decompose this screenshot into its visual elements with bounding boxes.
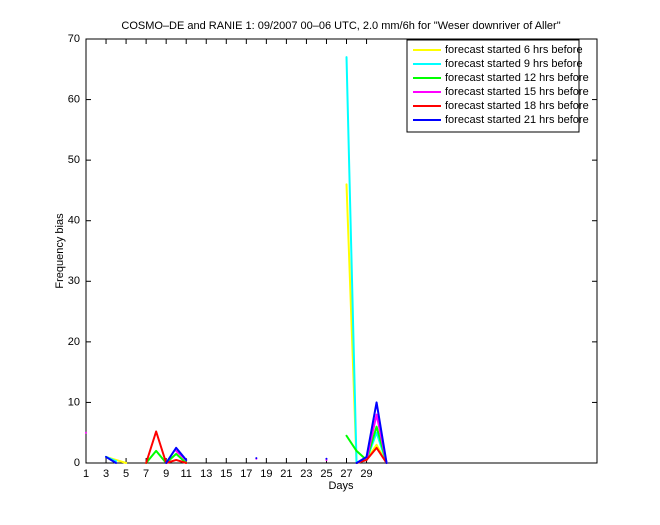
legend-label: forecast started 6 hrs before xyxy=(445,44,583,56)
y-tick-label: 60 xyxy=(68,93,80,105)
x-tick-label: 29 xyxy=(360,468,372,480)
legend-label: forecast started 21 hrs before xyxy=(445,114,589,126)
x-tick-label: 17 xyxy=(240,468,252,480)
y-axis-label: Frequency bias xyxy=(54,213,66,289)
y-tick-label: 20 xyxy=(68,336,80,348)
y-tick-label: 70 xyxy=(68,33,80,45)
legend-label: forecast started 15 hrs before xyxy=(445,86,589,98)
legend-label: forecast started 9 hrs before xyxy=(445,58,583,70)
x-tick-label: 13 xyxy=(200,468,212,480)
x-tick-label: 11 xyxy=(180,468,191,480)
y-tick-label: 50 xyxy=(68,154,80,166)
legend-label: forecast started 18 hrs before xyxy=(445,100,589,112)
x-axis-label: Days xyxy=(328,480,354,492)
x-tick-label: 27 xyxy=(340,468,352,480)
x-tick-label: 19 xyxy=(260,468,272,480)
x-tick-label: 5 xyxy=(123,468,129,480)
y-tick-label: 30 xyxy=(68,275,80,287)
x-tick-label: 7 xyxy=(143,468,149,480)
x-tick-label: 9 xyxy=(163,468,169,480)
y-tick-label: 10 xyxy=(68,396,80,408)
x-tick-label: 1 xyxy=(83,468,89,480)
y-tick-label: 0 xyxy=(74,457,80,469)
chart-title: COSMO–DE and RANIE 1: 09/2007 00–06 UTC,… xyxy=(121,20,560,32)
x-tick-label: 15 xyxy=(220,468,232,480)
x-tick-label: 21 xyxy=(280,468,292,480)
x-tick-label: 25 xyxy=(320,468,332,480)
legend-label: forecast started 12 hrs before xyxy=(445,72,589,84)
x-tick-label: 23 xyxy=(300,468,312,480)
x-tick-label: 3 xyxy=(103,468,109,480)
legend-box xyxy=(406,39,580,133)
data-line xyxy=(105,401,388,464)
y-tick-label: 40 xyxy=(68,215,80,227)
